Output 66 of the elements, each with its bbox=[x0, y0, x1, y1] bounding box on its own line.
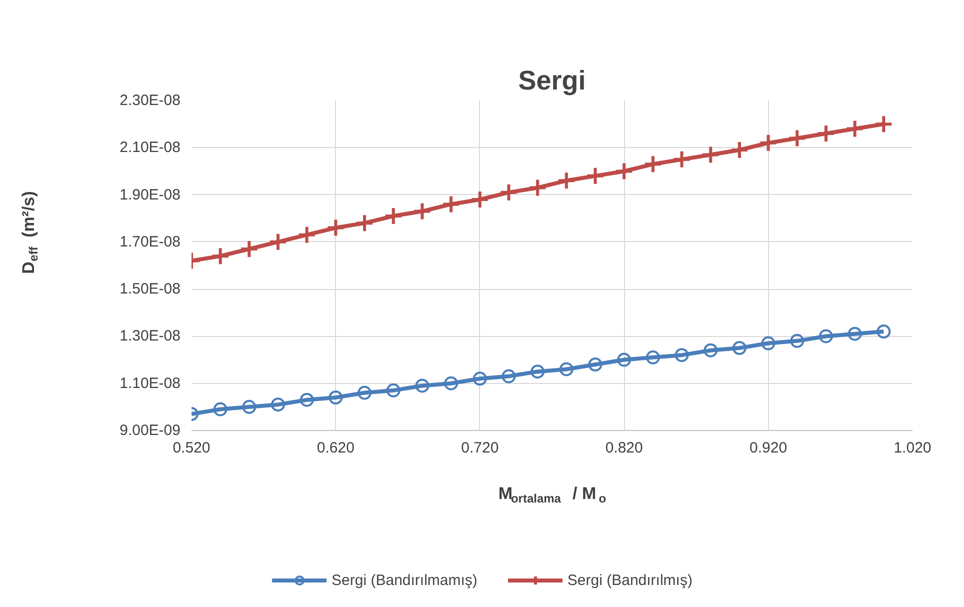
x-tick-label: 1.020 bbox=[894, 440, 932, 456]
legend-label: Sergi (Bandırılmamış) bbox=[332, 572, 478, 588]
point bbox=[530, 364, 545, 379]
point bbox=[271, 398, 286, 412]
point bbox=[704, 343, 718, 358]
point bbox=[586, 166, 605, 186]
point bbox=[818, 329, 833, 344]
point bbox=[358, 386, 372, 400]
point bbox=[213, 402, 228, 416]
point bbox=[384, 206, 403, 226]
point bbox=[528, 178, 548, 198]
point bbox=[415, 378, 430, 393]
point bbox=[876, 324, 891, 338]
point bbox=[614, 162, 634, 181]
point bbox=[874, 114, 894, 134]
point bbox=[502, 369, 516, 384]
point bbox=[328, 390, 343, 404]
point bbox=[556, 171, 576, 190]
y-tick-label: 2.30E-08 bbox=[120, 92, 181, 109]
point bbox=[444, 376, 458, 390]
point bbox=[646, 350, 660, 364]
point bbox=[816, 124, 836, 143]
y-tick-label: 1.90E-08 bbox=[120, 186, 181, 204]
point bbox=[730, 140, 749, 160]
point bbox=[761, 336, 776, 350]
x-tick-label: 0.620 bbox=[316, 440, 354, 456]
point bbox=[386, 383, 400, 398]
point bbox=[672, 150, 692, 169]
point bbox=[790, 334, 804, 348]
point bbox=[472, 372, 487, 386]
point bbox=[643, 154, 662, 174]
point bbox=[701, 145, 720, 164]
y-tick-label: 9.00E-09 bbox=[120, 422, 181, 439]
y-tick-label: 1.10E-08 bbox=[120, 374, 181, 392]
point bbox=[617, 352, 632, 367]
y-tick-label: 1.30E-08 bbox=[120, 328, 181, 345]
point bbox=[788, 128, 807, 148]
x-tick-label: 0.520 bbox=[172, 440, 210, 456]
y-tick-label: 2.10E-08 bbox=[120, 139, 181, 156]
chart-title: Sergi bbox=[518, 66, 586, 96]
point bbox=[559, 362, 574, 376]
point bbox=[848, 326, 862, 341]
x-tick-label: 0.820 bbox=[605, 440, 643, 456]
point bbox=[674, 348, 689, 362]
y-axis-title: Deff (m²/s) bbox=[19, 191, 41, 274]
point bbox=[442, 194, 461, 214]
legend-label: Sergi (Bandırılmış) bbox=[567, 572, 692, 588]
x-tick-label: 0.920 bbox=[750, 440, 788, 456]
y-tick-label: 1.50E-08 bbox=[120, 280, 181, 298]
point bbox=[470, 190, 490, 209]
x-tick-label: 0.720 bbox=[461, 440, 499, 456]
point bbox=[588, 358, 602, 372]
point bbox=[242, 400, 256, 414]
point bbox=[297, 225, 316, 244]
point bbox=[758, 133, 778, 152]
point bbox=[732, 341, 746, 355]
point bbox=[326, 218, 346, 238]
point bbox=[268, 232, 288, 252]
point bbox=[499, 182, 518, 202]
point bbox=[240, 240, 259, 258]
point bbox=[300, 392, 314, 407]
y-tick-label: 1.70E-08 bbox=[120, 233, 181, 250]
point bbox=[412, 202, 432, 221]
point bbox=[355, 214, 374, 233]
point bbox=[210, 246, 230, 266]
point bbox=[845, 119, 864, 138]
